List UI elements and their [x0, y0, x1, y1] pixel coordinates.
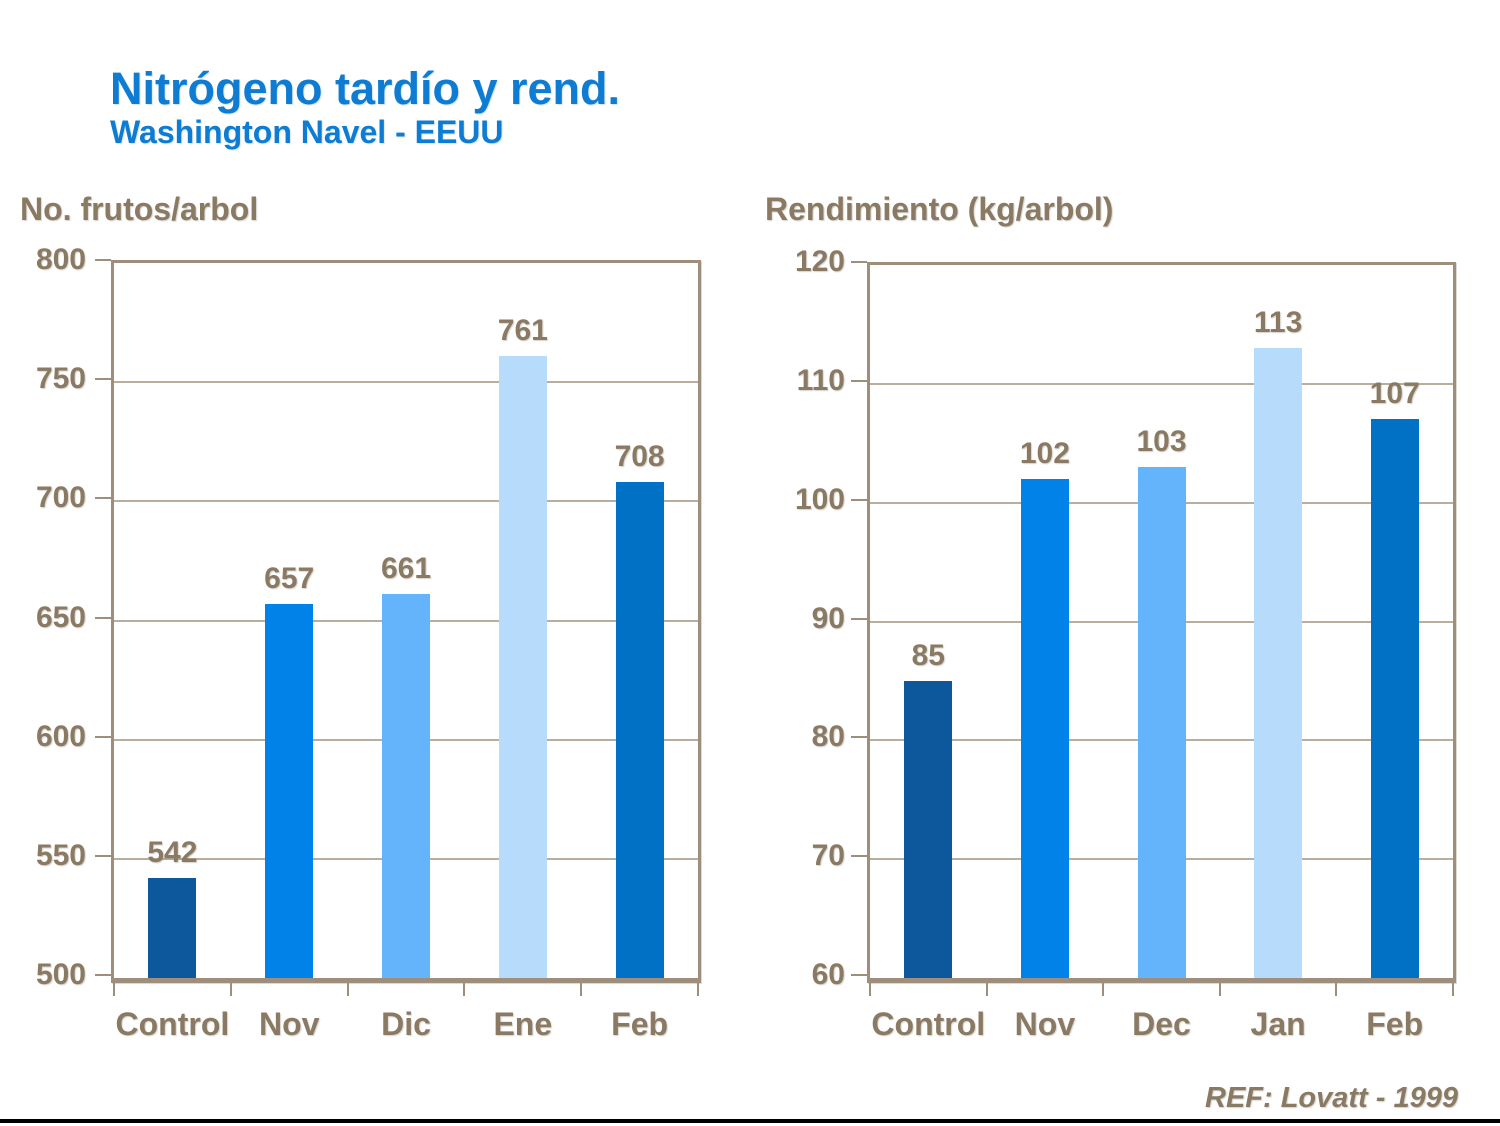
y-axis-tick	[95, 259, 111, 261]
y-axis-tick-label: 600	[35, 719, 86, 753]
x-category-label: Feb	[611, 1006, 669, 1042]
bar-jan	[1254, 348, 1303, 978]
gridline	[114, 381, 698, 384]
gridline	[870, 382, 1453, 385]
y-axis-tick	[95, 497, 111, 500]
y-axis-tick-label: 100	[794, 482, 845, 516]
bar-nov	[265, 603, 314, 978]
y-axis-tick-label: 90	[811, 601, 845, 635]
y-axis-tick	[851, 261, 867, 263]
x-axis-tick	[1102, 983, 1105, 996]
y-axis-tick	[851, 379, 867, 382]
y-axis-tick	[851, 498, 867, 501]
x-category-label: Jan	[1250, 1006, 1306, 1042]
y-axis-tick-label: 120	[794, 245, 845, 278]
bar-feb	[615, 482, 664, 978]
y-axis-tick-label: 70	[811, 839, 845, 873]
bar-value-label: 102	[1019, 436, 1070, 470]
bar-value-label: 761	[497, 313, 548, 347]
x-axis-tick	[463, 983, 466, 996]
bar-value-label: 661	[380, 552, 432, 586]
y-axis-tick-label: 550	[35, 838, 86, 872]
bar-ene	[498, 355, 547, 978]
y-axis-tick-label: 800	[35, 243, 86, 276]
reference-citation: REF: Lovatt - 1999	[1205, 1082, 1458, 1114]
x-category-label: Dec	[1132, 1006, 1191, 1042]
y-axis-tick-label: 700	[35, 481, 86, 515]
y-axis-tick-label: 750	[35, 362, 86, 396]
page-subtitle: Washington Navel - EEUU	[110, 114, 504, 151]
x-category-label: Ene	[493, 1006, 553, 1042]
chart-yield-per-tree: Rendimiento (kg/arbol) 60 70 80 90 100 110 120…	[750, 185, 1500, 1075]
bar-value-label: 103	[1136, 425, 1187, 459]
x-axis-tick	[1218, 983, 1221, 996]
chart-fruits-per-tree: No. frutos/arbol 500 550 600 650 700 750 800 54…	[0, 185, 750, 1075]
x-axis-tick	[985, 983, 988, 996]
x-category-label: Nov	[1014, 1006, 1076, 1042]
y-axis-tick	[95, 854, 111, 857]
bar-control	[904, 680, 953, 978]
bar-value-label: 657	[264, 561, 315, 595]
y-axis-tick	[851, 617, 867, 620]
x-axis-tick	[869, 983, 871, 996]
y-axis-tick-label: 650	[35, 600, 86, 634]
bar-nov	[1020, 478, 1069, 978]
y-axis-tick	[851, 974, 867, 976]
bar-value-label: 85	[911, 638, 945, 672]
x-axis-tick	[346, 983, 349, 996]
x-category-label: Dic	[381, 1006, 431, 1042]
bar-feb	[1370, 419, 1419, 978]
page-title: Nitrógeno tardío y rend.	[110, 63, 621, 114]
x-category-label: Nov	[258, 1006, 320, 1042]
plot-area	[111, 260, 701, 983]
y-axis-tick-label: 80	[811, 720, 845, 754]
bar-value-label: 107	[1369, 377, 1420, 411]
x-axis-tick	[697, 983, 699, 996]
bar-dic	[382, 594, 430, 978]
x-category-label: Control	[115, 1006, 230, 1042]
title-block: Nitrógeno tardío y rend. Washington Nave…	[110, 63, 621, 151]
x-axis-tick	[580, 983, 583, 996]
bar-value-label: 708	[614, 440, 665, 474]
y-axis-tick	[851, 855, 867, 858]
y-axis-tick	[95, 974, 111, 976]
bar-control	[148, 877, 197, 978]
y-axis-tick	[95, 735, 111, 738]
chart-title: No. frutos/arbol	[20, 191, 259, 227]
x-category-label: Control	[871, 1006, 986, 1042]
y-axis-tick-label: 110	[796, 363, 845, 397]
bottom-divider-line	[0, 1119, 1500, 1123]
y-axis-tick	[851, 736, 867, 739]
gridline	[114, 500, 698, 503]
y-axis-tick	[95, 616, 111, 619]
bar-dec	[1137, 467, 1186, 978]
bar-value-label: 542	[147, 835, 198, 869]
y-axis-tick-label: 60	[811, 958, 845, 991]
chart-title: Rendimiento (kg/arbol)	[765, 191, 1114, 227]
x-axis-tick	[229, 983, 232, 996]
x-axis-tick	[1452, 983, 1454, 996]
y-axis-tick	[95, 378, 111, 381]
y-axis-tick-label: 500	[35, 958, 86, 991]
bar-value-label: 113	[1253, 306, 1303, 340]
plot-area	[867, 262, 1456, 983]
x-category-label: Feb	[1366, 1006, 1424, 1042]
x-axis-tick	[1335, 983, 1338, 996]
x-axis-tick	[113, 983, 115, 996]
